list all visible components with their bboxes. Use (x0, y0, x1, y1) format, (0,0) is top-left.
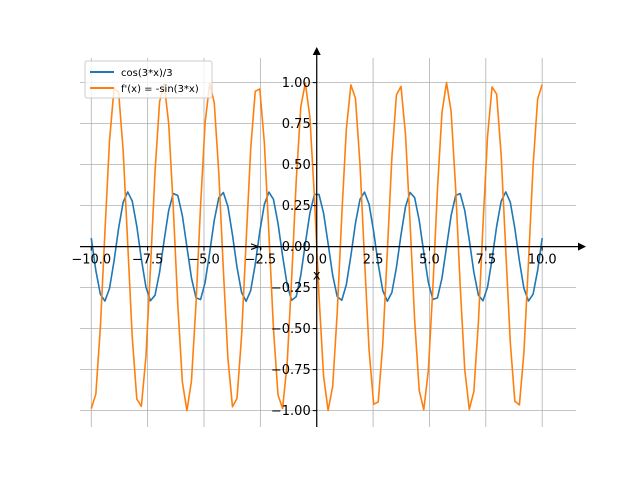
x-tick-label: 0.0 (306, 253, 327, 268)
y-tick-label: 1.00 (282, 76, 311, 91)
legend-frame (84, 60, 213, 99)
x-tick-label: −10.0 (71, 253, 111, 268)
x-tick-label: −7.5 (132, 253, 164, 268)
y-tick-label: 0.50 (282, 158, 311, 173)
y-tick-label: −0.75 (271, 363, 311, 378)
axes (80, 47, 586, 427)
legend-label-derivative: f'(x) = -sin(3*x) (121, 84, 199, 95)
x-tick-label: 2.5 (363, 253, 384, 268)
x-tick-label: 10.0 (528, 253, 557, 268)
y-tick-label: 0.25 (282, 199, 311, 214)
x-tick-label: −5.0 (188, 253, 220, 268)
y-tick-label: −1.00 (271, 404, 311, 419)
y-tick-label: −0.25 (271, 281, 311, 296)
x-tick-label: −2.5 (245, 253, 277, 268)
legend: cos(3*x)/3 f'(x) = -sin(3*x) (84, 60, 213, 99)
x-axis-arrow (578, 242, 586, 251)
legend-label-cos: cos(3*x)/3 (121, 68, 173, 79)
x-tick-label: 5.0 (419, 253, 440, 268)
y-tick-label: 0.00 (282, 240, 311, 255)
y-tick-label: 0.75 (282, 117, 311, 132)
y-tick-label: −0.50 (271, 322, 311, 337)
ticks: −10.0 −7.5 −5.0 −2.5 0.0 2.5 5.0 7.5 10.0 −1.00 −0… (71, 76, 556, 419)
x-tick-label: 7.5 (475, 253, 496, 268)
x-axis-label: x (313, 269, 321, 284)
y-axis-label: y (248, 242, 263, 250)
y-axis-arrow (312, 47, 321, 55)
